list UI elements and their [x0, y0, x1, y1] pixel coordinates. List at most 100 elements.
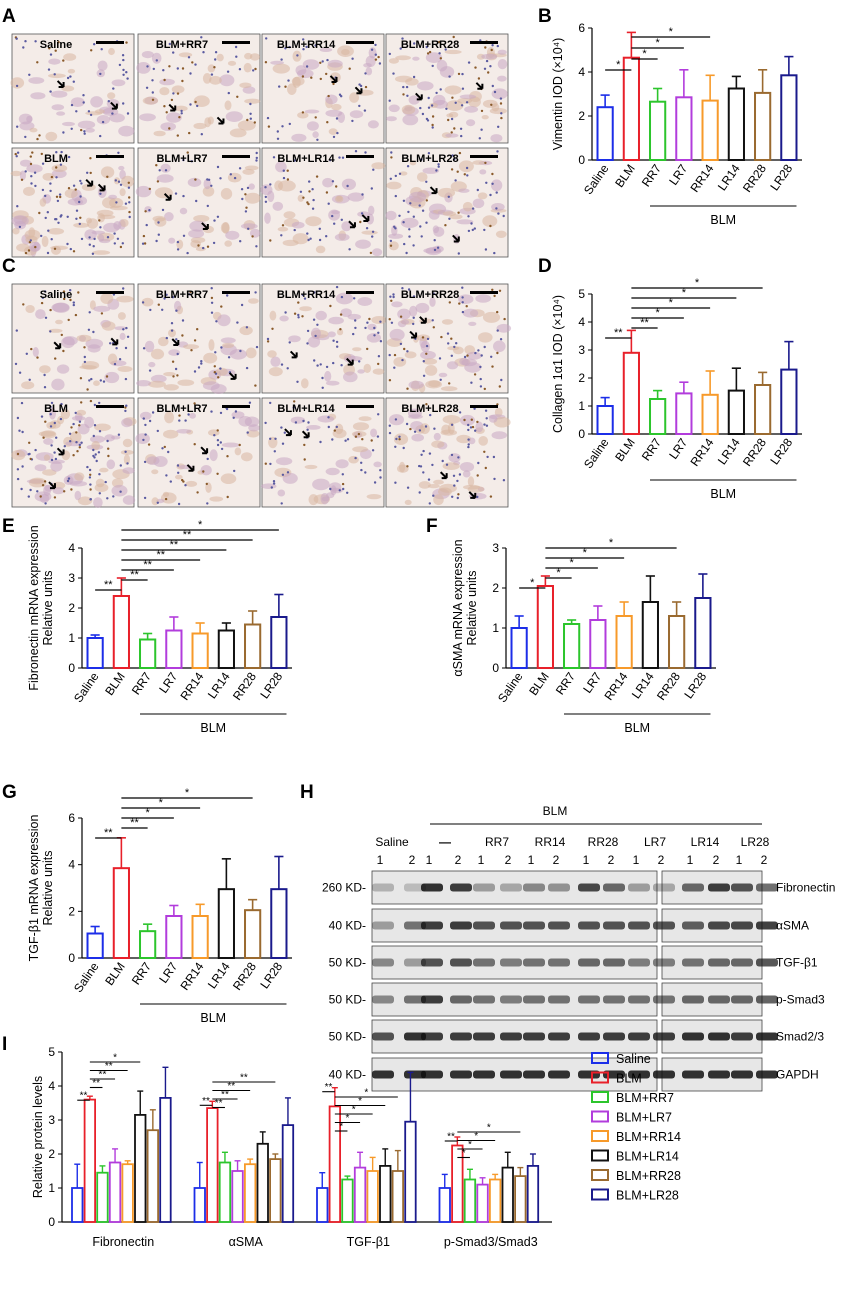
- tissue-strand: [111, 484, 128, 497]
- arrow-icon: [289, 350, 298, 359]
- cell-nucleus: [306, 428, 309, 431]
- tissue-strand: [42, 469, 57, 476]
- tissue-strand: [141, 297, 154, 307]
- cell-nucleus: [118, 63, 122, 67]
- cell-nucleus: [24, 170, 27, 173]
- cell-nucleus: [302, 48, 305, 51]
- tissue-strand: [437, 187, 456, 198]
- cell-nucleus: [402, 446, 405, 450]
- cell-nucleus: [47, 229, 50, 232]
- cell-nucleus: [88, 476, 92, 479]
- blot-band: [653, 995, 675, 1004]
- cell-nucleus: [161, 447, 164, 450]
- cell-nucleus: [461, 296, 464, 299]
- cell-nucleus: [189, 290, 192, 294]
- cell-nucleus: [144, 210, 147, 213]
- cell-nucleus: [392, 72, 395, 75]
- cell-nucleus: [83, 360, 87, 364]
- arrow-icon: [348, 220, 356, 229]
- cell-nucleus: [24, 251, 28, 255]
- tissue-strand: [407, 408, 422, 419]
- cell-nucleus: [435, 169, 438, 172]
- tissue-strand: [462, 201, 473, 212]
- cell-nucleus: [297, 316, 300, 319]
- tissue-strand: [163, 372, 176, 377]
- micrograph-label: BLM+LR28: [401, 403, 458, 415]
- cell-nucleus: [176, 464, 180, 467]
- tissue-strand: [193, 215, 210, 222]
- legend-label: BLM+RR7: [616, 1091, 674, 1105]
- cell-nucleus: [249, 117, 252, 120]
- cell-nucleus: [206, 204, 209, 208]
- cell-nucleus: [458, 473, 462, 476]
- legend-label: BLM+LR14: [616, 1150, 679, 1164]
- cell-nucleus: [493, 294, 496, 298]
- blot-band: [421, 1032, 443, 1041]
- significance-label: *: [462, 1148, 466, 1159]
- cell-nucleus: [388, 52, 391, 56]
- tissue-strand: [30, 92, 46, 100]
- x-tick-label: RR7: [129, 959, 154, 987]
- x-tick-label: BLM: [102, 670, 128, 698]
- cell-nucleus: [245, 206, 248, 209]
- cell-nucleus: [499, 338, 503, 341]
- tissue-strand: [459, 462, 475, 472]
- cell-nucleus: [122, 68, 125, 72]
- cell-nucleus: [181, 67, 185, 70]
- cell-nucleus: [269, 239, 272, 242]
- cell-nucleus: [451, 495, 454, 498]
- tissue-strand: [306, 121, 319, 131]
- x-tick-label: RR14: [602, 669, 631, 702]
- x-category-label: TGF-β1: [347, 1235, 390, 1249]
- blot-band: [578, 921, 600, 930]
- tissue-strand: [491, 431, 508, 440]
- blot-band: [500, 883, 522, 892]
- cell-nucleus: [156, 429, 159, 433]
- cell-nucleus: [238, 68, 242, 71]
- cell-nucleus: [186, 251, 189, 255]
- cell-nucleus: [232, 416, 235, 419]
- cell-nucleus: [281, 125, 284, 128]
- tissue-strand: [468, 321, 477, 326]
- cell-nucleus: [272, 156, 276, 159]
- significance-label: *: [669, 297, 674, 309]
- tissue-strand: [166, 112, 182, 123]
- blot-band: [548, 958, 570, 967]
- cell-nucleus: [388, 424, 391, 427]
- cell-nucleus: [379, 320, 382, 323]
- x-tick-label: LR14: [629, 669, 657, 701]
- micrograph-label: BLM+RR28: [401, 289, 459, 301]
- cell-nucleus: [75, 217, 78, 220]
- cell-nucleus: [399, 315, 403, 318]
- cell-nucleus: [377, 331, 380, 334]
- blot-protein-label: GAPDH: [776, 1068, 819, 1082]
- cell-nucleus: [412, 75, 416, 79]
- cell-nucleus: [351, 57, 354, 60]
- arrow-icon: [284, 428, 292, 437]
- cell-nucleus: [370, 48, 374, 51]
- cell-nucleus: [459, 127, 463, 130]
- cell-nucleus: [484, 46, 487, 49]
- cell-nucleus: [358, 104, 361, 108]
- tissue-strand: [355, 239, 371, 249]
- cell-nucleus: [477, 349, 480, 352]
- cell-nucleus: [66, 242, 69, 246]
- cell-nucleus: [161, 308, 164, 311]
- arrow-icon: [168, 103, 177, 112]
- significance-label: **: [99, 1070, 107, 1081]
- cell-nucleus: [271, 327, 274, 330]
- legend-label: BLM+LR28: [616, 1189, 679, 1203]
- cell-nucleus: [30, 175, 33, 178]
- significance-label: *: [682, 287, 687, 299]
- cell-nucleus: [55, 195, 59, 198]
- tissue-strand: [244, 416, 260, 427]
- tissue-strand: [358, 416, 372, 422]
- cell-nucleus: [145, 86, 149, 90]
- bar-rr14: [191, 915, 209, 959]
- cell-nucleus: [59, 417, 63, 421]
- cell-nucleus: [354, 456, 357, 460]
- cell-nucleus: [89, 483, 92, 486]
- tissue-strand: [493, 340, 506, 353]
- cell-nucleus: [142, 438, 145, 442]
- cell-nucleus: [364, 326, 367, 330]
